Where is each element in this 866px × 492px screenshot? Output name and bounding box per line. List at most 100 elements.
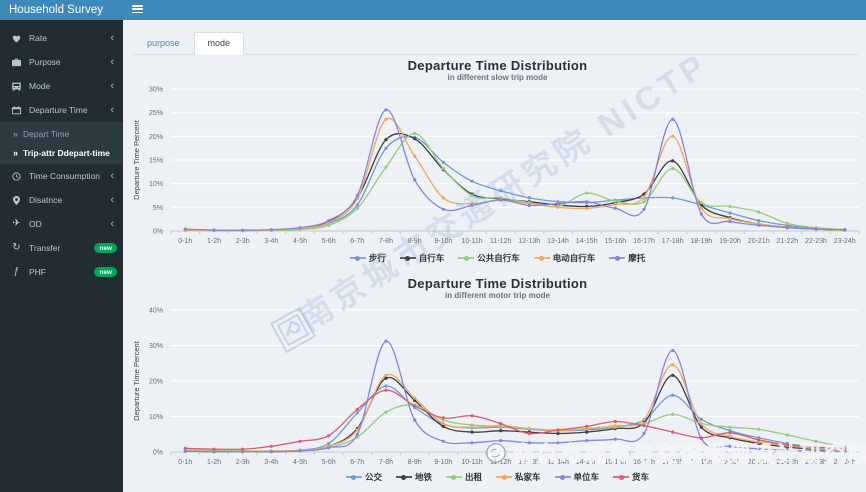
svg-text:19-20h: 19-20h	[719, 459, 741, 466]
svg-text:15-16h: 15-16h	[604, 238, 626, 245]
svg-text:5%: 5%	[153, 205, 163, 212]
legend-marker	[349, 254, 366, 262]
svg-text:16-17h: 16-17h	[633, 238, 655, 245]
chevron-left-icon: ‹	[110, 193, 114, 206]
svg-text:20%: 20%	[149, 379, 163, 386]
plane-icon: ✈	[12, 218, 21, 229]
legend-item-公共自行车[interactable]: 公共自行车	[458, 252, 520, 264]
legend-item-私家车[interactable]: 私家车	[496, 471, 541, 483]
svg-text:Departure Time Percent: Departure Time Percent	[132, 119, 141, 200]
sidebar-item-transfer[interactable]: ↻ Transfer new	[0, 236, 123, 260]
legend-label: 单位车	[573, 472, 600, 482]
svg-text:6-7h: 6-7h	[350, 459, 364, 466]
svg-text:2-3h: 2-3h	[236, 459, 250, 466]
sidebar-item-mode[interactable]: Mode ‹	[0, 74, 123, 98]
svg-text:19-20h: 19-20h	[719, 238, 741, 245]
svg-text:17-18h: 17-18h	[662, 238, 684, 245]
svg-text:Departure Time Percent: Departure Time Percent	[132, 340, 141, 421]
sidebar-item-label: Mode	[29, 81, 51, 91]
svg-text:1-2h: 1-2h	[207, 238, 221, 245]
legend-item-自行车[interactable]: 自行车	[399, 252, 444, 264]
legend-item-电动自行车[interactable]: 电动自行车	[533, 252, 595, 264]
svg-text:8-9h: 8-9h	[408, 459, 422, 466]
legend-label: 货车	[632, 472, 650, 482]
legend-item-地铁[interactable]: 地铁	[395, 471, 432, 483]
legend-item-步行[interactable]: 步行	[349, 252, 386, 264]
sidebar-subitem-trip-attr-ddepart-time[interactable]: » Trip-attr Ddepart-time	[0, 143, 123, 162]
sidebar-item-rate[interactable]: Rate ‹	[0, 26, 123, 50]
svg-text:13-14h: 13-14h	[547, 238, 569, 245]
legend-label: 私家车	[515, 472, 541, 482]
svg-text:23-24h: 23-24h	[834, 459, 856, 466]
tab-purpose[interactable]: purpose	[147, 38, 180, 48]
legend-item-公交[interactable]: 公交	[345, 471, 382, 483]
chevron-left-icon: ‹	[110, 169, 114, 182]
svg-text:30%: 30%	[149, 343, 163, 350]
svg-text:12-13h: 12-13h	[518, 459, 540, 466]
svg-text:3-4h: 3-4h	[264, 238, 278, 245]
svg-text:21-22h: 21-22h	[776, 459, 798, 466]
svg-text:22-23h: 22-23h	[805, 459, 827, 466]
legend-marker	[613, 473, 630, 481]
legend-label: 出租	[464, 472, 482, 482]
refresh-icon: ↻	[12, 242, 21, 253]
chart-canvas: 0% 10% 20% 30% 40% 0-1h 1-2h 2-3h 3-4h 4-5h 5-6h 6-…	[132, 308, 860, 466]
svg-text:4-5h: 4-5h	[293, 238, 307, 245]
svg-text:9-10h: 9-10h	[434, 459, 452, 466]
briefcase-icon	[10, 56, 23, 68]
legend-marker	[554, 473, 571, 481]
legend-item-出租[interactable]: 出租	[445, 471, 482, 483]
legend-label: 摩托	[628, 253, 646, 263]
legend-item-摩托[interactable]: 摩托	[609, 252, 645, 264]
svg-text:5-6h: 5-6h	[322, 238, 336, 245]
svg-text:0%: 0%	[153, 450, 163, 457]
sidebar-subitem-depart-time[interactable]: » Depart Time	[0, 124, 123, 143]
legend-marker	[395, 473, 412, 481]
svg-text:10%: 10%	[149, 414, 163, 421]
chart-canvas: 0% 5% 10% 15% 20% 25% 30% 0-1h 1-2h 2-3h 3-4h 4-5h 5…	[132, 87, 860, 245]
angle-double-right-icon: »	[13, 147, 19, 158]
legend-item-货车[interactable]: 货车	[613, 471, 649, 483]
legend-marker	[609, 254, 626, 262]
legend-marker	[533, 254, 550, 262]
svg-text:15-16h: 15-16h	[604, 459, 626, 466]
svg-text:16-17h: 16-17h	[633, 459, 655, 466]
sidebar-item-departure-time[interactable]: Departure Time ‹	[0, 98, 123, 122]
svg-text:18-19h: 18-19h	[690, 459, 712, 466]
svg-text:21-22h: 21-22h	[776, 238, 798, 245]
sidebar-item-label: Transfer	[29, 243, 61, 253]
chart-title: Departure Time Distribution	[407, 58, 588, 73]
menu-toggle-icon[interactable]	[132, 5, 144, 16]
sidebar-item-time-consumption[interactable]: Time Consumption ‹	[0, 164, 123, 188]
legend-label: 步行	[368, 253, 386, 263]
sidebar-subitem-label: Trip-attr Ddepart-time	[23, 147, 110, 158]
chart-title: Departure Time Distribution	[407, 276, 588, 291]
tab-mode[interactable]: mode	[193, 32, 245, 55]
svg-text:11-12h: 11-12h	[490, 238, 511, 245]
svg-text:17-18h: 17-18h	[662, 459, 684, 466]
svg-text:5-6h: 5-6h	[322, 459, 336, 466]
main-content: purpose mode Departure Time Distribution …	[123, 20, 866, 492]
legend-item-单位车[interactable]: 单位车	[554, 471, 600, 483]
svg-text:7-8h: 7-8h	[379, 238, 393, 245]
sidebar-item-disatnce[interactable]: Disatnce ‹	[0, 188, 123, 212]
sidebar-item-od[interactable]: ✈ OD ‹	[0, 212, 123, 236]
legend-marker	[496, 473, 512, 481]
svg-text:15%: 15%	[149, 158, 163, 165]
legend-marker	[399, 254, 416, 262]
svg-text:3-4h: 3-4h	[264, 459, 278, 466]
svg-text:20-21h: 20-21h	[748, 238, 770, 245]
svg-text:18-19h: 18-19h	[690, 238, 712, 245]
clock-icon	[10, 170, 23, 182]
svg-text:10-11h: 10-11h	[461, 459, 482, 466]
chevron-left-icon: ‹	[110, 79, 114, 92]
sidebar-item-purpose[interactable]: Purpose ‹	[0, 50, 123, 74]
chart-motor-trip-mode: Departure Time Distribution in different…	[129, 272, 866, 486]
chart-legend: 公交 地铁 出租 私家车 单位车 货车	[129, 468, 866, 486]
chart-subtitle: in different slow trip mode	[447, 73, 548, 82]
legend-label: 地铁	[414, 472, 432, 482]
chevron-left-icon: ‹	[110, 217, 114, 230]
sidebar-item-phf[interactable]: ƒ PHF new	[0, 260, 123, 284]
calendar-icon	[10, 104, 23, 116]
